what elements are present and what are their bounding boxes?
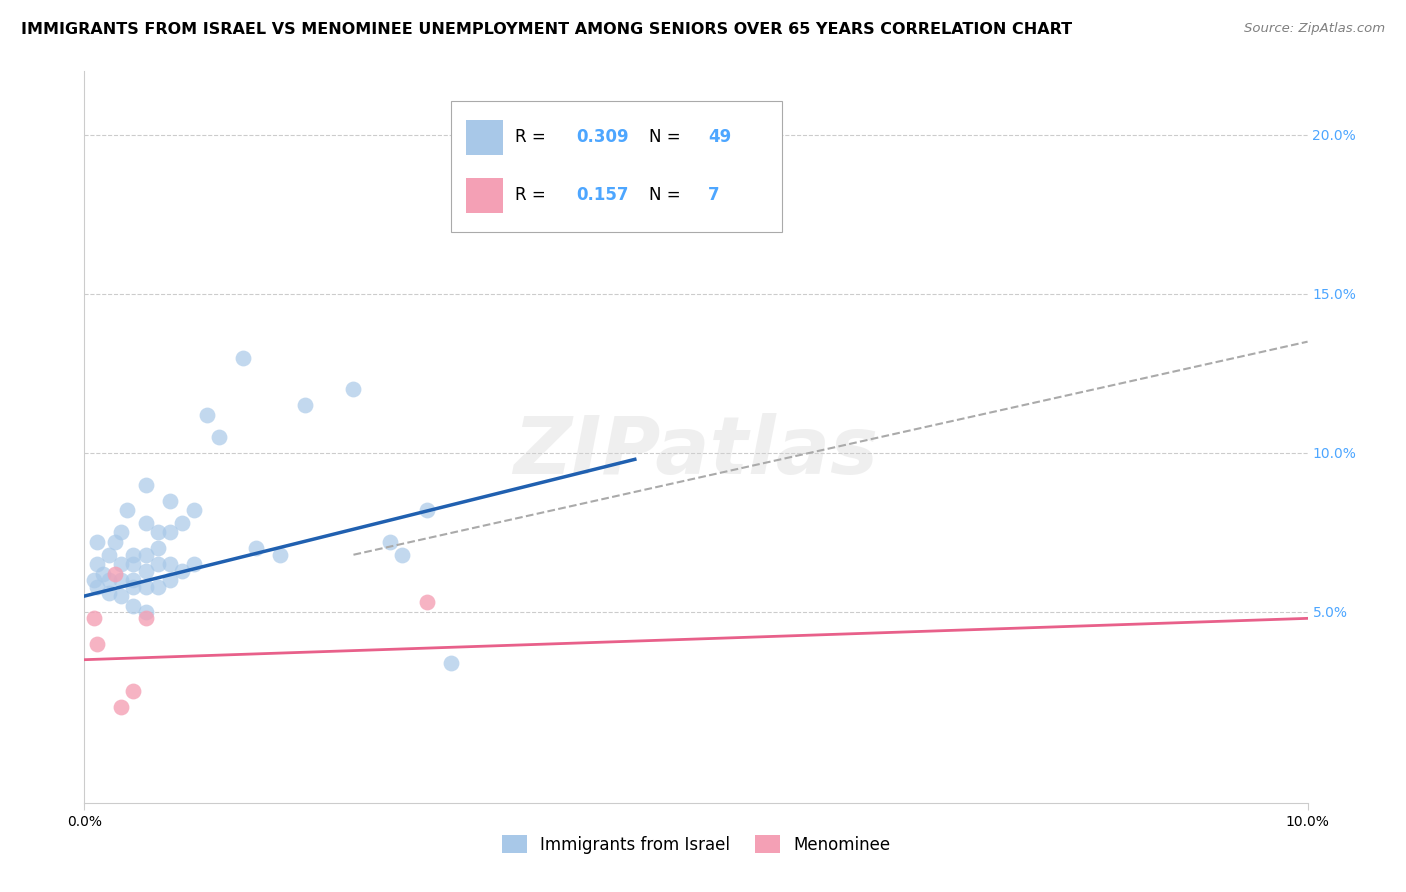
Point	[86, 558, 108, 572]
Point	[104, 535, 127, 549]
Text: N =: N =	[650, 186, 686, 204]
Point	[122, 599, 145, 613]
Point	[122, 558, 145, 572]
Point	[232, 351, 254, 365]
Point	[91, 566, 114, 581]
Text: R =: R =	[515, 186, 551, 204]
Text: R =: R =	[515, 128, 551, 146]
Point	[159, 525, 181, 540]
Point	[97, 586, 120, 600]
Point	[440, 656, 463, 670]
Point	[122, 684, 145, 698]
Point	[86, 535, 108, 549]
Point	[97, 573, 120, 587]
FancyBboxPatch shape	[451, 101, 782, 232]
Point	[159, 493, 181, 508]
Legend: Immigrants from Israel, Menominee: Immigrants from Israel, Menominee	[495, 829, 897, 860]
Point	[104, 566, 127, 581]
Point	[135, 477, 157, 491]
Point	[342, 383, 364, 397]
Point	[135, 605, 157, 619]
Point	[83, 611, 105, 625]
Text: 7: 7	[709, 186, 720, 204]
Point	[245, 541, 267, 556]
Point	[122, 580, 145, 594]
Point	[135, 611, 157, 625]
Point	[97, 548, 120, 562]
Point	[380, 535, 402, 549]
Point	[183, 503, 205, 517]
Point	[159, 573, 181, 587]
Point	[159, 558, 181, 572]
Point	[269, 548, 291, 562]
Point	[122, 548, 145, 562]
Point	[110, 589, 132, 603]
Text: 0.157: 0.157	[576, 186, 628, 204]
Text: 49: 49	[709, 128, 731, 146]
Bar	[465, 178, 503, 213]
Point	[110, 525, 132, 540]
Point	[195, 408, 218, 422]
Point	[391, 548, 413, 562]
Point	[135, 564, 157, 578]
Point	[146, 525, 169, 540]
Point	[135, 516, 157, 530]
Point	[83, 573, 105, 587]
Point	[115, 503, 138, 517]
Point	[135, 548, 157, 562]
Point	[294, 398, 316, 412]
Point	[172, 516, 194, 530]
Point	[146, 541, 169, 556]
Point	[122, 573, 145, 587]
Point	[135, 580, 157, 594]
Bar	[465, 120, 503, 155]
Point	[86, 580, 108, 594]
Text: Source: ZipAtlas.com: Source: ZipAtlas.com	[1244, 22, 1385, 36]
Point	[110, 700, 132, 714]
Point	[208, 430, 231, 444]
Text: 0.309: 0.309	[576, 128, 628, 146]
Point	[416, 595, 439, 609]
Point	[110, 573, 132, 587]
Point	[624, 153, 647, 168]
Point	[146, 558, 169, 572]
Text: ZIPatlas: ZIPatlas	[513, 413, 879, 491]
Point	[172, 564, 194, 578]
Text: IMMIGRANTS FROM ISRAEL VS MENOMINEE UNEMPLOYMENT AMONG SENIORS OVER 65 YEARS COR: IMMIGRANTS FROM ISRAEL VS MENOMINEE UNEM…	[21, 22, 1073, 37]
Point	[146, 580, 169, 594]
Point	[416, 503, 439, 517]
Point	[110, 558, 132, 572]
Point	[86, 637, 108, 651]
Point	[183, 558, 205, 572]
Text: N =: N =	[650, 128, 686, 146]
